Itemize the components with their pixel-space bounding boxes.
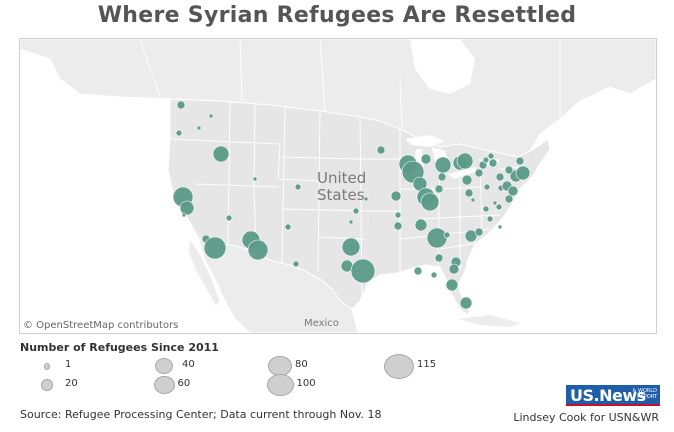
refugee-bubble[interactable] xyxy=(504,165,514,175)
refugee-bubble[interactable] xyxy=(456,152,474,170)
refugee-bubble[interactable] xyxy=(443,231,451,239)
legend-label: 20 xyxy=(65,378,78,389)
legend-label: 115 xyxy=(417,359,437,370)
country-label-mexico: Mexico xyxy=(304,318,339,329)
refugee-bubble[interactable] xyxy=(487,152,495,160)
refugee-bubble[interactable] xyxy=(495,203,503,211)
legend-label: 1 xyxy=(65,359,72,370)
refugee-bubble[interactable] xyxy=(507,185,519,197)
legend-label: 40 xyxy=(182,359,195,370)
map-title: Where Syrian Refugees Are Resettled xyxy=(97,3,577,28)
refugee-bubble[interactable] xyxy=(294,183,302,191)
refugee-bubble[interactable] xyxy=(341,237,361,257)
refugee-bubble[interactable] xyxy=(181,212,187,218)
refugee-bubble[interactable] xyxy=(175,129,183,137)
refugee-bubble[interactable] xyxy=(376,145,386,155)
refugee-bubble[interactable] xyxy=(284,223,292,231)
legend-label: 80 xyxy=(295,359,308,370)
refugee-bubble[interactable] xyxy=(515,165,531,181)
refugee-bubble[interactable] xyxy=(196,125,202,131)
refugee-bubble[interactable] xyxy=(434,253,444,263)
refugee-bubble[interactable] xyxy=(363,196,369,202)
refugee-bubble[interactable] xyxy=(448,263,460,275)
lake-erie xyxy=(448,167,478,179)
map-panel[interactable]: United States Mexico © OpenStreetMap con… xyxy=(19,38,657,334)
refugee-bubble[interactable] xyxy=(492,200,498,206)
refugee-bubble[interactable] xyxy=(461,174,473,186)
refugee-bubble[interactable] xyxy=(414,218,428,232)
refugee-bubble[interactable] xyxy=(482,156,490,164)
refugee-bubbles xyxy=(172,100,531,310)
hudson-bay xyxy=(410,39,475,94)
refugee-bubble[interactable] xyxy=(445,278,459,292)
refugee-bubble[interactable] xyxy=(394,211,402,219)
refugee-bubble[interactable] xyxy=(464,229,478,243)
refugee-bubble[interactable] xyxy=(420,192,440,212)
province-boundaries xyxy=(139,39,561,128)
legend-label: 60 xyxy=(177,378,191,389)
refugee-bubble[interactable] xyxy=(348,219,354,225)
refugee-bubble[interactable] xyxy=(203,236,227,260)
refugee-bubble[interactable] xyxy=(292,260,300,268)
legend-label: 100 xyxy=(296,378,316,389)
source-note: Source: Refugee Processing Center; Data … xyxy=(20,408,382,421)
refugee-bubble[interactable] xyxy=(179,200,195,216)
refugee-bubble[interactable] xyxy=(464,188,474,198)
refugee-bubble[interactable] xyxy=(495,172,505,182)
gulf-of-mexico xyxy=(360,265,446,317)
refugee-bubble[interactable] xyxy=(434,156,452,174)
credit-note: Lindsey Cook for USN&WR xyxy=(513,411,659,424)
legend-title: Number of Refugees Since 2011 xyxy=(20,341,219,354)
refugee-bubble[interactable] xyxy=(225,214,233,222)
refugee-bubble[interactable] xyxy=(474,227,484,237)
baja-landmass xyxy=(187,237,221,308)
refugee-bubble[interactable] xyxy=(434,184,444,194)
logo-main-text: US.News xyxy=(570,386,646,405)
refugee-bubble[interactable] xyxy=(369,220,373,224)
refugee-bubble[interactable] xyxy=(247,239,269,261)
map-canvas[interactable] xyxy=(20,39,656,333)
legend-swatch xyxy=(41,379,53,391)
refugee-bubble[interactable] xyxy=(504,194,514,204)
legend-swatch xyxy=(384,353,414,379)
refugee-bubble[interactable] xyxy=(474,168,484,178)
map-attribution[interactable]: © OpenStreetMap contributors xyxy=(23,320,179,331)
usnews-logo: US.News & WORLD REPORT xyxy=(566,385,660,406)
country-label-us: United States xyxy=(317,169,367,204)
refugee-bubble[interactable] xyxy=(176,100,186,110)
refugee-bubble[interactable] xyxy=(390,190,402,202)
refugee-bubble[interactable] xyxy=(212,145,230,163)
refugee-bubble[interactable] xyxy=(426,227,448,249)
logo-sub-text: & WORLD REPORT xyxy=(632,388,657,400)
refugee-bubble[interactable] xyxy=(515,156,525,166)
refugee-bubble[interactable] xyxy=(252,176,258,182)
refugee-bubble[interactable] xyxy=(459,296,473,310)
refugee-bubble[interactable] xyxy=(420,153,432,165)
refugee-bubble[interactable] xyxy=(350,258,376,284)
lake-superior xyxy=(405,135,445,147)
refugee-bubble[interactable] xyxy=(482,205,490,213)
refugee-bubble[interactable] xyxy=(486,215,494,223)
refugee-bubble[interactable] xyxy=(413,266,423,276)
logo-red-bar xyxy=(566,404,660,406)
refugee-bubble[interactable] xyxy=(483,183,491,191)
refugee-bubble[interactable] xyxy=(352,207,360,215)
legend-swatch xyxy=(155,358,173,374)
legend-swatch xyxy=(266,373,294,397)
legend-swatch xyxy=(153,375,175,395)
state-boundaries xyxy=(169,100,521,300)
refugee-bubble[interactable] xyxy=(488,158,498,168)
refugee-bubble[interactable] xyxy=(430,271,438,279)
refugee-bubble[interactable] xyxy=(208,113,214,119)
refugee-bubble[interactable] xyxy=(437,172,447,182)
refugee-bubble[interactable] xyxy=(470,197,476,203)
refugee-bubble[interactable] xyxy=(497,224,503,230)
refugee-bubble[interactable] xyxy=(393,221,403,231)
cuba-landmass xyxy=(458,315,520,327)
legend-swatch xyxy=(44,362,50,370)
